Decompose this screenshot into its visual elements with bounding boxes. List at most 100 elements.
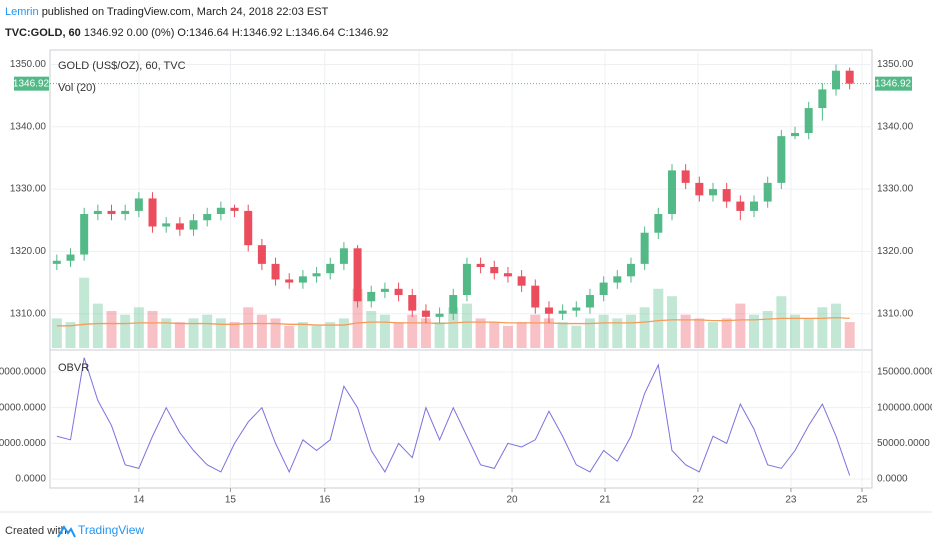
volume-bar xyxy=(721,318,732,348)
candle-body xyxy=(640,232,649,264)
volume-bar xyxy=(161,318,172,348)
candle-body xyxy=(695,182,704,196)
volume-bar xyxy=(188,318,199,348)
x-tick-label: 14 xyxy=(133,495,145,506)
volume-bar xyxy=(489,322,500,348)
volume-bar xyxy=(598,314,609,348)
volume-bar xyxy=(284,325,295,348)
last-price-box xyxy=(14,76,49,91)
candle-body xyxy=(777,136,786,183)
candle-body xyxy=(339,248,348,264)
volume-bar xyxy=(202,314,213,348)
volume-bar xyxy=(147,311,158,348)
header-line: Lemrin published on TradingView.com, Mar… xyxy=(5,6,329,18)
candle-body xyxy=(654,214,663,233)
candle-body xyxy=(750,201,759,211)
author[interactable]: Lemrin xyxy=(5,6,39,18)
volume-bar xyxy=(543,318,554,348)
volume-bar xyxy=(475,318,486,348)
y-tick-label: 1330.00 xyxy=(877,184,914,195)
last-price-label: 1346.92 xyxy=(875,78,912,89)
y-tick-label: 1320.00 xyxy=(877,246,914,257)
candle-body xyxy=(121,210,130,215)
candle-body xyxy=(435,313,444,317)
candle-body xyxy=(408,295,417,311)
y-tick-label: 1310.00 xyxy=(10,308,47,319)
candle-body xyxy=(353,248,362,302)
volume-bar xyxy=(530,314,541,348)
volume-bar xyxy=(338,318,349,348)
logo xyxy=(57,525,76,538)
volume-bar xyxy=(625,314,636,348)
candle-body xyxy=(613,276,622,283)
volume-bar xyxy=(776,296,787,348)
candle-body xyxy=(66,254,75,261)
volume-bar xyxy=(571,325,582,348)
candle-body xyxy=(818,89,827,109)
x-tick-label: 22 xyxy=(692,495,704,506)
candle-body xyxy=(832,70,841,90)
candle-body xyxy=(52,260,61,264)
candle-body xyxy=(558,310,567,314)
candle-body xyxy=(134,198,143,211)
candle-body xyxy=(763,182,772,202)
volume-bar xyxy=(516,322,527,348)
volume-ma xyxy=(56,317,850,327)
candle-body xyxy=(394,288,403,296)
y-tick-label: 150000.0000 xyxy=(877,367,932,378)
candle-body xyxy=(845,70,854,84)
volume-bar xyxy=(51,318,62,348)
candle-body xyxy=(189,220,198,230)
volume-bar xyxy=(379,314,390,348)
symbol: TVC:GOLD, 60 xyxy=(5,27,81,39)
volume-bar xyxy=(270,318,281,348)
volume-bar xyxy=(844,322,855,348)
candle-body xyxy=(476,263,485,267)
volume-bar xyxy=(707,322,718,348)
candle-body xyxy=(367,291,376,302)
y-tick-label: 50000.0000 xyxy=(877,438,930,449)
candle-body xyxy=(80,214,89,255)
candle-body xyxy=(230,207,239,211)
candle-body xyxy=(421,310,430,317)
y-tick-label: 1310.00 xyxy=(877,308,914,319)
candle-body xyxy=(585,295,594,308)
x-tick-label: 20 xyxy=(506,495,518,506)
pane-title: GOLD (US$/OZ), 60, TVC xyxy=(58,60,186,72)
volume-bar xyxy=(653,288,664,348)
candle-body xyxy=(93,210,102,215)
y-tick-label: 0.0000 xyxy=(15,474,46,485)
y-tick-label: 1350.00 xyxy=(877,59,914,70)
candle-body xyxy=(257,245,266,264)
volume-bar xyxy=(352,288,363,348)
candle-body xyxy=(708,189,717,196)
x-tick-label: 21 xyxy=(599,495,611,506)
pane-title: OBVR xyxy=(58,362,89,374)
candle-body xyxy=(490,266,499,274)
y-tick-label: 1340.00 xyxy=(10,121,47,132)
x-tick-label: 16 xyxy=(319,495,331,506)
obv-line xyxy=(56,357,851,476)
volume-bar xyxy=(243,307,254,348)
volume-bar xyxy=(215,318,226,348)
candle-body xyxy=(203,214,212,221)
footer-brand[interactable]: TradingView xyxy=(78,523,144,537)
volume-bar xyxy=(133,307,144,348)
candle-body xyxy=(107,210,116,215)
volume-bar xyxy=(256,314,267,348)
volume-bar xyxy=(749,314,760,348)
y-tick-label: 1340.00 xyxy=(877,121,914,132)
volume-bar xyxy=(366,311,377,348)
volume-bar xyxy=(311,325,322,348)
chart-layer: 14 15 16 19 20 21 22 23 25 1310.00 1310.00 1320.00 1… xyxy=(0,50,932,506)
volume-bar xyxy=(557,322,568,348)
quote-line: TVC:GOLD, 60 1346.92 0.00 (0%) O:1346.64… xyxy=(5,27,388,39)
volume-bar xyxy=(694,318,705,348)
volume-bar xyxy=(666,296,677,348)
volume-bar xyxy=(174,322,185,348)
published: published on TradingView.com, March 24, … xyxy=(42,6,329,18)
candle-body xyxy=(599,282,608,296)
volume-bar xyxy=(407,314,418,348)
volume-bar xyxy=(92,303,103,348)
